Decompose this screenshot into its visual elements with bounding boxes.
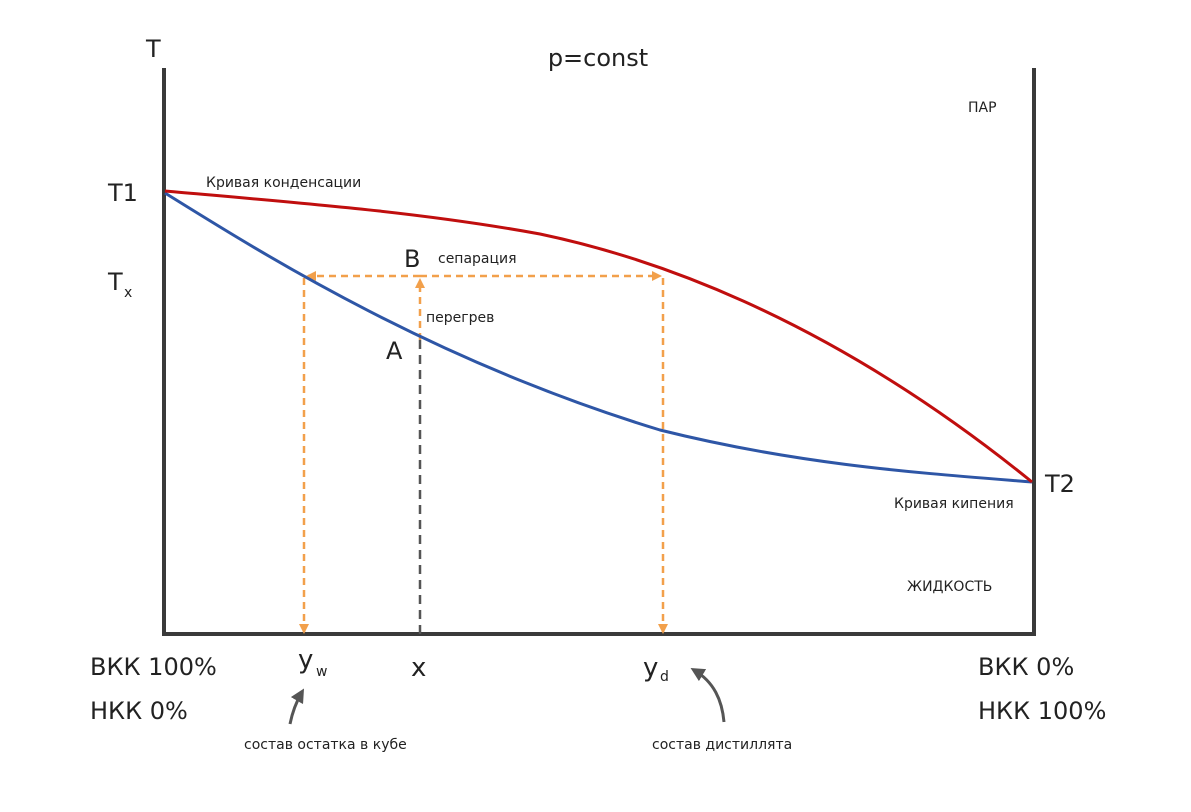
point-b-label: B — [404, 245, 420, 273]
residue-callout-label: состав остатка в кубе — [244, 737, 407, 753]
yw-label-sub: w — [316, 664, 327, 680]
separation-label: сепарация — [438, 251, 517, 267]
t1-label: T1 — [107, 179, 138, 207]
yd-label-main: y — [643, 653, 658, 683]
right-composition-line1: ВКК 0% — [978, 653, 1074, 681]
yd-label-sub: d — [660, 669, 669, 685]
residue-callout-arrow — [288, 688, 305, 725]
right-composition-line2: НКК 100% — [978, 697, 1106, 725]
left-composition-line1: ВКК 100% — [90, 653, 217, 681]
condensation-curve-label: Кривая конденсации — [206, 175, 361, 191]
x-label: x — [411, 653, 426, 683]
liquid-region-label: ЖИДКОСТЬ — [907, 579, 992, 595]
point-a-label: A — [386, 337, 403, 365]
boiling-curve — [164, 191, 1033, 484]
boiling-curve-label: Кривая кипения — [894, 496, 1014, 512]
t2-label: T2 — [1044, 470, 1075, 498]
chart-title: p=const — [548, 44, 648, 72]
y-axis-label: T — [145, 35, 161, 63]
left-composition-line2: НКК 0% — [90, 697, 188, 725]
tx-label-sub: x — [124, 285, 132, 301]
distillate-callout-arrow — [690, 667, 726, 723]
yw-label-main: y — [298, 645, 313, 675]
tx-label-main: T — [107, 268, 123, 296]
vapor-region-label: ПАР — [968, 100, 997, 116]
distillate-callout-label: состав дистиллята — [652, 737, 792, 753]
overheat-label: перегрев — [426, 310, 494, 326]
condensation-curve — [164, 189, 1033, 484]
